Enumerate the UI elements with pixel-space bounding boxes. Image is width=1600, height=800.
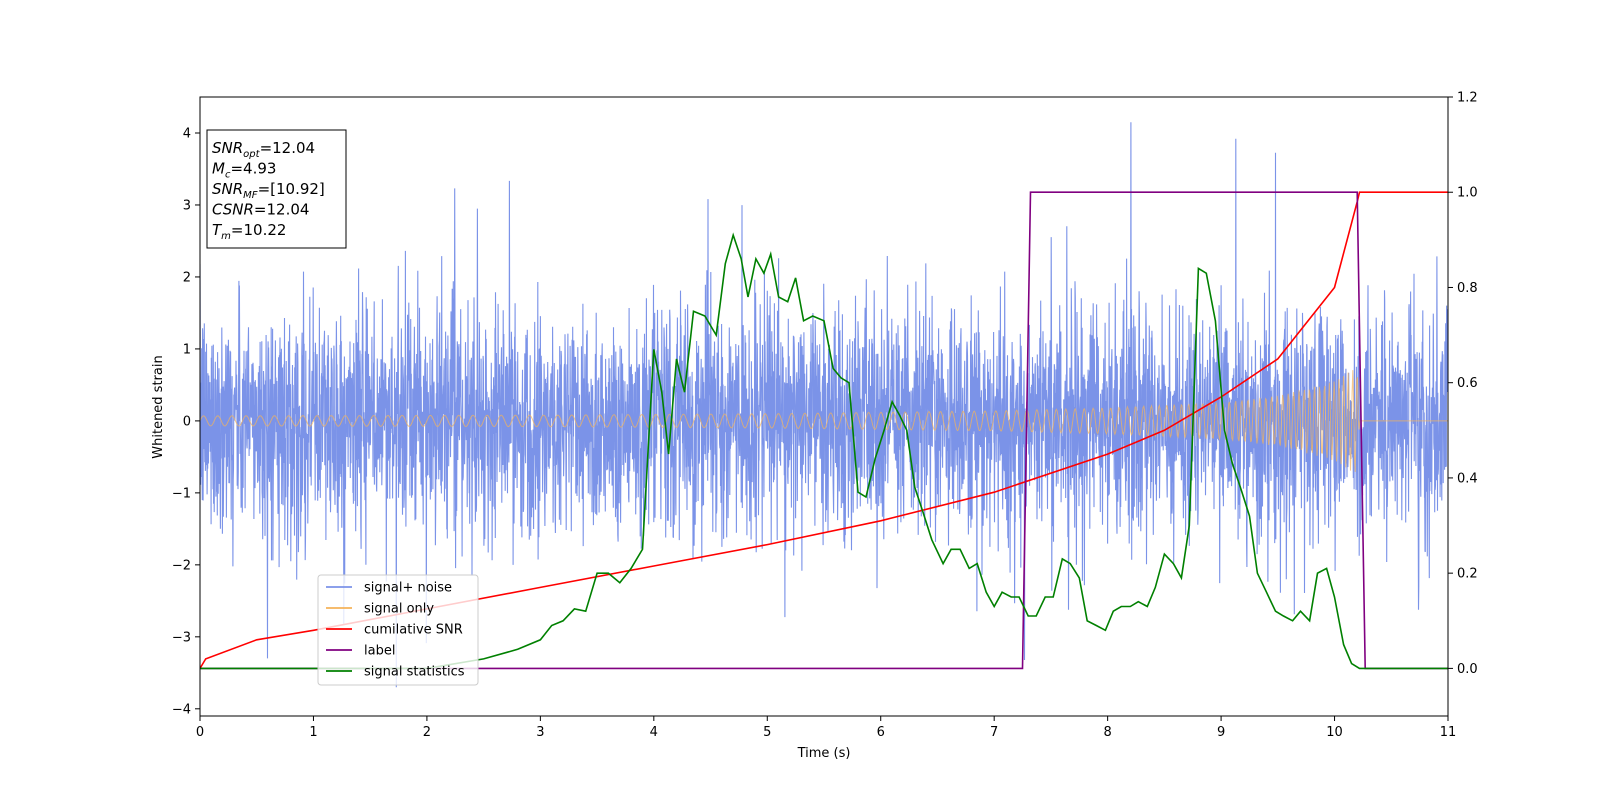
info-line: CSNR=12.04 [212,201,309,219]
x-tick-label: 6 [877,725,885,740]
info-box-frame [206,129,347,249]
y-left-tick-label: −3 [172,630,191,645]
info-subscript: opt [243,149,260,160]
y-left-tick-label: 1 [183,342,191,357]
x-tick-label: 0 [196,725,204,740]
series-signal-only [200,370,1448,472]
y-right-tick-label: 0.4 [1457,471,1478,486]
x-tick-label: 10 [1326,725,1343,740]
info-symbol: SNR [212,139,243,157]
info-value: =[10.92] [258,180,325,198]
series-signal-noise [200,122,1448,688]
x-axis-label: Time (s) [797,746,851,761]
info-box: SNRopt=12.04Mc=4.93SNRMF=[10.92]CSNR=12.… [206,129,347,249]
y-left-tick-label: 4 [183,126,191,141]
info-symbol: T [212,221,223,239]
series-signal-statistics [200,232,1448,670]
info-subscript: c [225,170,231,181]
legend-label: signal+ noise [364,581,452,596]
series-layer [200,122,1448,688]
x-tick-label: 3 [536,725,544,740]
x-tick-label: 9 [1217,725,1225,740]
plot-area [200,122,1448,688]
noise-line [200,122,1448,688]
y-right-tick-label: 1.0 [1457,186,1478,201]
y-left-tick-label: 3 [183,198,191,213]
info-value: =12.04 [254,201,310,219]
info-value: =10.22 [231,221,287,239]
legend-frame [317,574,479,686]
series-line [200,232,1448,670]
x-tick-label: 4 [650,725,658,740]
y-left-tick-label: 0 [183,414,191,429]
signal-only-line [200,370,1448,472]
legend-label: cumilative SNR [364,623,463,638]
y-left-tick-label: −1 [172,486,191,501]
plot-frame [199,96,1449,717]
series-cumilative-snr [200,191,1448,669]
info-symbol: SNR [212,180,243,198]
y-right-tick-label: 0.2 [1457,567,1478,582]
y-left-tick-label: 2 [183,270,191,285]
info-symbol: M [212,160,225,178]
y-right-tick-label: 0.8 [1457,281,1478,296]
info-subscript: MF [243,190,258,201]
info-subscript: m [221,231,231,242]
x-tick-label: 7 [990,725,998,740]
axes-layer: 0 1 2 3 4 5 6 7 8 9 10 11 −4 −3 −2 −1 0 1 2 3 4 0.0 0.2 0.4 0.6 0… [172,91,1478,741]
y-right-tick-label: 0.0 [1457,662,1478,677]
x-tick-label: 1 [309,725,317,740]
y-left-tick-label: −4 [172,702,191,717]
info-value: =4.93 [230,160,276,178]
legend-label: label [364,644,395,659]
legend-label: signal statistics [364,665,465,680]
y-left-tick-label: −2 [172,558,191,573]
legend: signal+ noise signal only cumilative SNR la… [317,574,479,686]
y-right-tick-label: 0.6 [1457,376,1478,391]
info-line: Mc=4.93 [212,160,276,181]
info-line: SNRopt=12.04 [212,139,315,160]
x-tick-label: 8 [1103,725,1111,740]
info-symbol: CSNR [212,201,254,219]
legend-label: signal only [364,602,434,617]
x-tick-label: 11 [1440,725,1457,740]
y-right-tick-label: 1.2 [1457,91,1478,106]
info-line: Tm=10.22 [212,221,286,242]
series-line [200,191,1448,669]
y-axis-label: Whitened strain [151,355,166,458]
x-tick-label: 5 [763,725,771,740]
x-tick-label: 2 [423,725,431,740]
info-value: =12.04 [260,139,316,157]
info-line: SNRMF=[10.92] [212,180,325,201]
